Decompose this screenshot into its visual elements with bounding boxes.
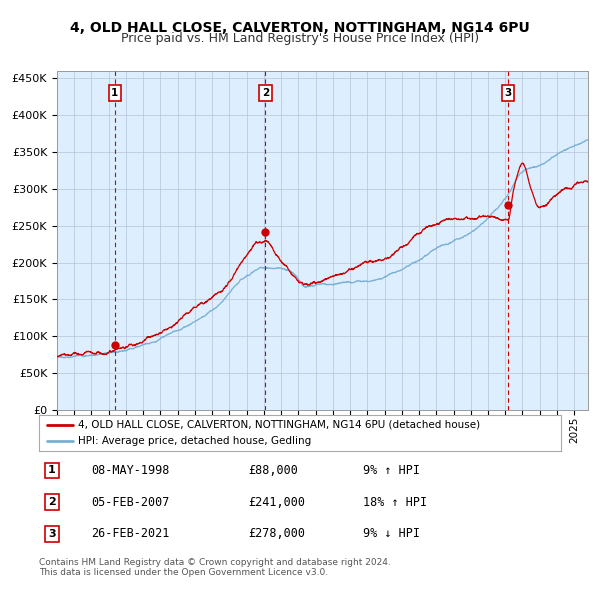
- Text: Price paid vs. HM Land Registry's House Price Index (HPI): Price paid vs. HM Land Registry's House …: [121, 32, 479, 45]
- Text: 9% ↓ HPI: 9% ↓ HPI: [362, 527, 419, 540]
- Text: £241,000: £241,000: [248, 496, 305, 509]
- Text: HPI: Average price, detached house, Gedling: HPI: Average price, detached house, Gedl…: [78, 437, 311, 447]
- Text: 9% ↑ HPI: 9% ↑ HPI: [362, 464, 419, 477]
- Text: 1: 1: [48, 466, 56, 476]
- Text: 05-FEB-2007: 05-FEB-2007: [91, 496, 170, 509]
- Text: 3: 3: [504, 88, 511, 98]
- Text: This data is licensed under the Open Government Licence v3.0.: This data is licensed under the Open Gov…: [39, 568, 328, 576]
- Text: 08-MAY-1998: 08-MAY-1998: [91, 464, 170, 477]
- Text: 3: 3: [48, 529, 56, 539]
- Text: £278,000: £278,000: [248, 527, 305, 540]
- Text: Contains HM Land Registry data © Crown copyright and database right 2024.: Contains HM Land Registry data © Crown c…: [39, 558, 391, 566]
- Text: 2: 2: [262, 88, 269, 98]
- Text: 26-FEB-2021: 26-FEB-2021: [91, 527, 170, 540]
- Text: £88,000: £88,000: [248, 464, 298, 477]
- Text: 4, OLD HALL CLOSE, CALVERTON, NOTTINGHAM, NG14 6PU (detached house): 4, OLD HALL CLOSE, CALVERTON, NOTTINGHAM…: [78, 419, 480, 430]
- Text: 18% ↑ HPI: 18% ↑ HPI: [362, 496, 427, 509]
- Text: 2: 2: [48, 497, 56, 507]
- Text: 4, OLD HALL CLOSE, CALVERTON, NOTTINGHAM, NG14 6PU: 4, OLD HALL CLOSE, CALVERTON, NOTTINGHAM…: [70, 21, 530, 35]
- Text: 1: 1: [112, 88, 119, 98]
